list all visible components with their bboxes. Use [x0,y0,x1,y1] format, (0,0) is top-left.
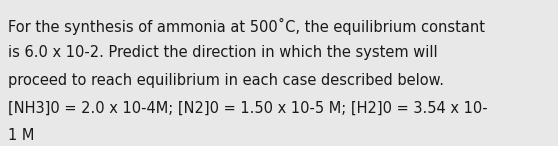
Text: proceed to reach equilibrium in each case described below.: proceed to reach equilibrium in each cas… [8,73,444,88]
Text: 1 M: 1 M [8,128,35,144]
Text: [NH3]0 = 2.0 x 10-4M; [N2]0 = 1.50 x 10-5 M; [H2]0 = 3.54 x 10-: [NH3]0 = 2.0 x 10-4M; [N2]0 = 1.50 x 10-… [8,101,488,116]
Text: is 6.0 x 10-2. Predict the direction in which the system will: is 6.0 x 10-2. Predict the direction in … [8,45,438,60]
Text: For the synthesis of ammonia at 500˚C, the equilibrium constant: For the synthesis of ammonia at 500˚C, t… [8,18,485,35]
